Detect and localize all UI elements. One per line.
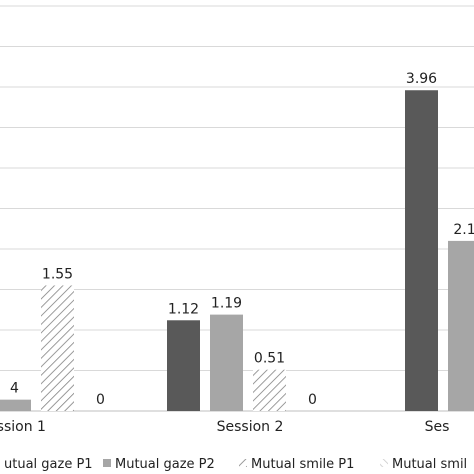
bar-mutual-gaze-p1-session-3 <box>405 90 438 412</box>
legend-label-mutual-smile-p2: Mutual smil <box>392 457 467 472</box>
x-tick-label-session-1: ession 1 <box>0 419 46 435</box>
data-label-mutual-smile-p2-session-1: 0 <box>96 392 105 408</box>
data-labels: 1.12 3.96 4 1.19 2.1 1.55 0.51 0 0 <box>10 71 474 408</box>
legend-swatch-mutual-gaze-p2 <box>103 459 111 467</box>
x-tick-label-session-2: Session 2 <box>217 419 284 435</box>
data-label-mutual-smile-p1-session-1: 1.55 <box>42 266 73 282</box>
data-label-mutual-gaze-p2-session-1: 4 <box>10 381 19 397</box>
bar-mutual-smile-p1-session-1 <box>41 285 74 411</box>
legend: utual gaze P1 Mutual gaze P2 Mutual smile … <box>4 457 467 472</box>
data-label-mutual-gaze-p2-session-3: 2.1 <box>453 222 474 238</box>
legend-label-mutual-smile-p1: Mutual smile P1 <box>251 457 354 472</box>
x-tick-label-session-3: Ses <box>425 419 450 435</box>
bar-mutual-gaze-p2-session-3 <box>448 240 474 411</box>
legend-label-mutual-gaze-p2: Mutual gaze P2 <box>115 457 215 472</box>
bar-mutual-gaze-p2-session-2 <box>210 314 243 411</box>
bar-mutual-gaze-p1-session-2 <box>167 320 200 411</box>
bar-mutual-gaze-p2-session-1 <box>0 399 31 411</box>
data-label-mutual-smile-p1-session-2: 0.51 <box>254 351 285 367</box>
gridlines <box>0 5 474 412</box>
data-label-mutual-smile-p2-session-2: 0 <box>308 392 317 408</box>
legend-swatch-mutual-smile-p1 <box>239 459 247 467</box>
data-label-mutual-gaze-p2-session-2: 1.19 <box>211 296 242 312</box>
x-tick-labels: ession 1 Session 2 Ses <box>0 419 449 435</box>
legend-swatch-mutual-smile-p2 <box>380 459 388 467</box>
data-label-mutual-gaze-p1-session-2: 1.12 <box>168 301 199 317</box>
legend-label-mutual-gaze-p1: utual gaze P1 <box>4 457 93 472</box>
data-label-mutual-gaze-p1-session-3: 3.96 <box>406 71 437 87</box>
bar-mutual-smile-p1-session-2 <box>253 369 286 411</box>
bars <box>0 90 474 412</box>
